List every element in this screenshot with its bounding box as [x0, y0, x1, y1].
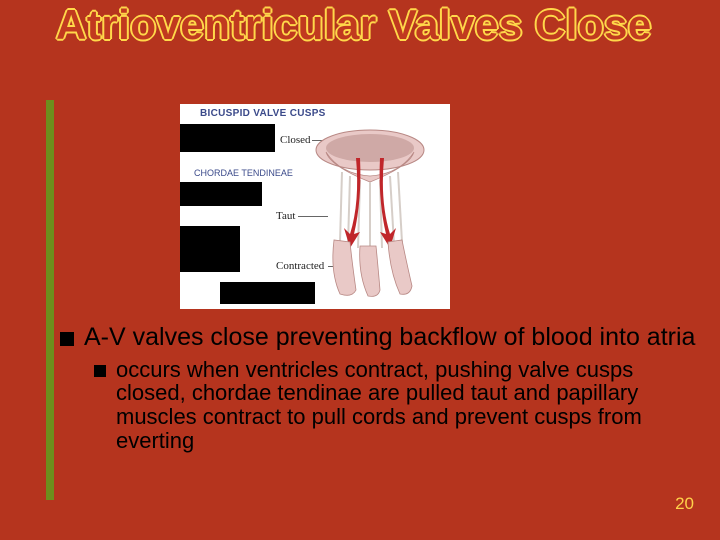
valve-figure: BICUSPID VALVE CUSPS Closed CHORDAE TEND…: [180, 104, 450, 309]
bullet-marker: [60, 332, 74, 346]
page-number: 20: [675, 494, 694, 514]
figure-title: BICUSPID VALVE CUSPS: [200, 108, 326, 119]
bullet-level1: A-V valves close preventing backflow of …: [60, 324, 700, 352]
accent-bar: [46, 100, 54, 500]
figure-label-taut: Taut: [276, 210, 295, 222]
page-title: Atrioventricular Valves Close: [56, 2, 696, 47]
bullet-list: A-V valves close preventing backflow of …: [60, 324, 700, 453]
bullet-text: occurs when ventricles contract, pushing…: [116, 358, 686, 453]
valve-illustration: [300, 122, 440, 302]
redaction-bar: [180, 124, 275, 152]
bullet-marker: [94, 365, 106, 377]
redaction-bar: [180, 226, 240, 272]
bullet-text: A-V valves close preventing backflow of …: [84, 324, 695, 352]
figure-label-chordae: CHORDAE TENDINEAE: [194, 168, 293, 178]
redaction-bar: [180, 182, 262, 206]
bullet-level2: occurs when ventricles contract, pushing…: [94, 358, 700, 453]
